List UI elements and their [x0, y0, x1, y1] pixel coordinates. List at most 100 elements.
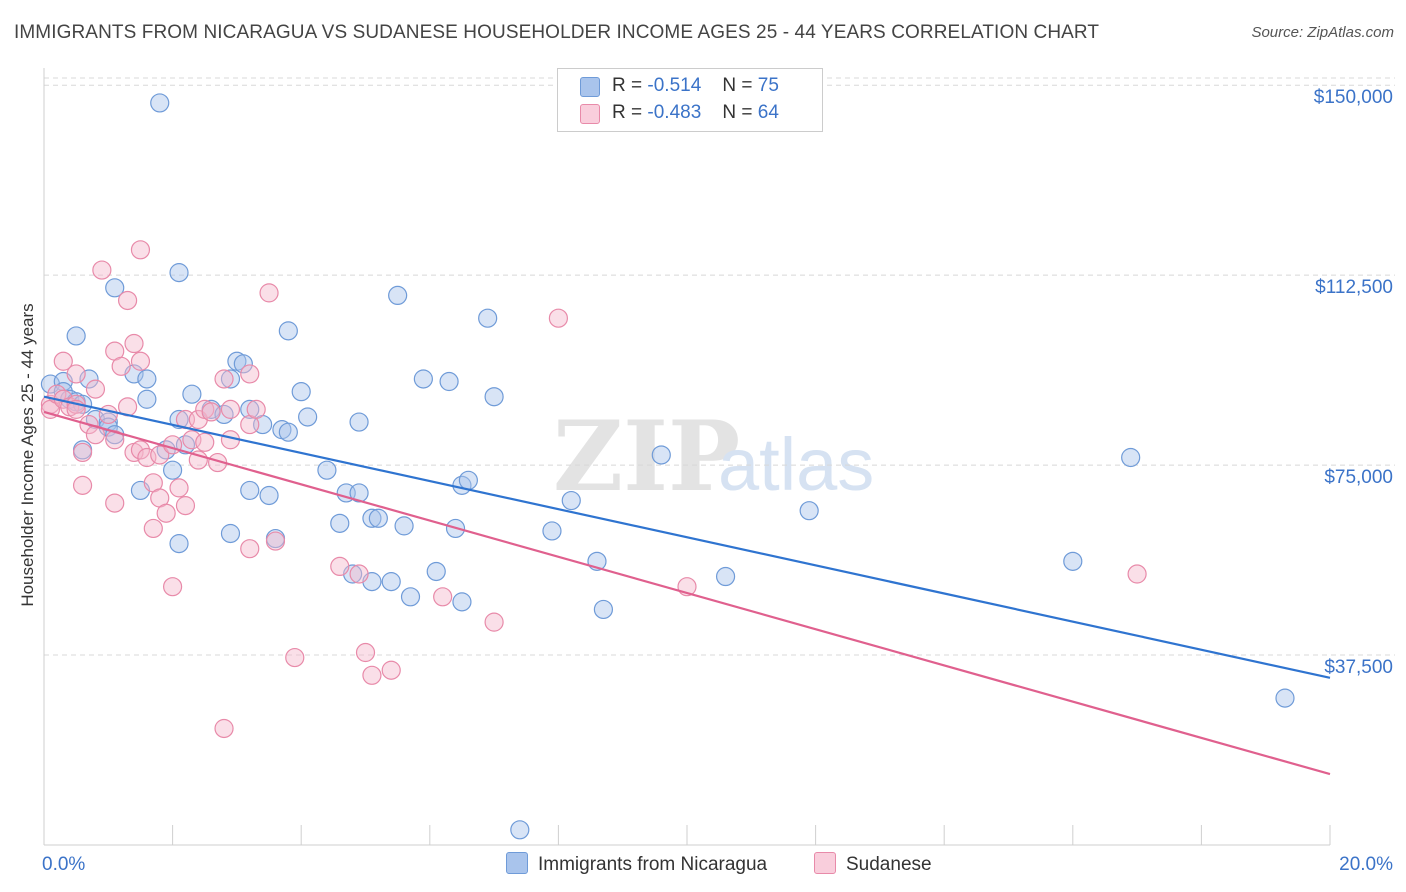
- trend-line-nicaragua: [43, 395, 1331, 679]
- data-point-sudanese: [98, 404, 118, 425]
- data-point-nicaragua: [220, 523, 241, 544]
- data-point-sudanese: [1127, 564, 1147, 584]
- data-point-sudanese: [330, 556, 350, 577]
- data-point-nicaragua: [388, 285, 408, 306]
- data-point-sudanese: [548, 308, 569, 328]
- data-point-nicaragua: [150, 93, 170, 113]
- data-point-nicaragua: [169, 534, 189, 554]
- data-point-sudanese: [156, 503, 176, 523]
- data-point-nicaragua: [510, 820, 530, 840]
- data-point-sudanese: [117, 290, 138, 311]
- data-point-sudanese: [175, 496, 196, 516]
- bottom-legend-swatch-blue: [506, 852, 528, 874]
- data-point-sudanese: [195, 432, 215, 452]
- data-point-nicaragua: [478, 308, 498, 328]
- data-point-nicaragua: [163, 460, 183, 480]
- data-point-sudanese: [484, 612, 504, 632]
- data-point-sudanese: [53, 351, 73, 371]
- data-point-sudanese: [265, 531, 286, 551]
- data-point-sudanese: [433, 587, 453, 607]
- data-point-nicaragua: [233, 354, 253, 374]
- chart-title: IMMIGRANTS FROM NICARAGUA VS SUDANESE HO…: [14, 22, 1100, 43]
- data-point-nicaragua: [169, 409, 189, 430]
- data-point-nicaragua: [349, 483, 369, 503]
- data-point-nicaragua: [426, 561, 446, 582]
- x-tick-label: 0.0%: [42, 854, 85, 875]
- data-point-sudanese: [285, 647, 305, 668]
- data-point-sudanese: [163, 435, 183, 455]
- source-label: Source: ZipAtlas.com: [1251, 24, 1394, 41]
- data-point-nicaragua: [291, 382, 311, 402]
- data-point-sudanese: [214, 718, 234, 739]
- data-point-sudanese: [349, 564, 369, 584]
- legend-swatch-pink: [580, 104, 600, 124]
- data-point-sudanese: [201, 402, 221, 422]
- data-point-sudanese: [124, 333, 144, 354]
- data-point-sudanese: [92, 260, 112, 280]
- legend-r-value: -0.514: [647, 75, 702, 96]
- data-point-nicaragua: [240, 399, 260, 419]
- x-tick-label: 20.0%: [1339, 854, 1393, 875]
- data-point-nicaragua: [137, 369, 157, 389]
- data-point-sudanese: [130, 351, 151, 371]
- data-point-sudanese: [240, 539, 260, 559]
- data-point-nicaragua: [394, 516, 414, 536]
- bottom-legend-swatch-pink: [814, 852, 836, 874]
- data-point-nicaragua: [182, 384, 202, 404]
- data-point-nicaragua: [452, 592, 472, 612]
- data-point-sudanese: [72, 442, 93, 463]
- data-point-nicaragua: [542, 521, 562, 541]
- watermark-atlas: atlas: [718, 423, 874, 506]
- data-point-nicaragua: [439, 371, 459, 392]
- bottom-legend-label: Sudanese: [846, 854, 932, 875]
- data-point-nicaragua: [105, 278, 125, 298]
- data-point-nicaragua: [413, 369, 433, 389]
- data-point-sudanese: [163, 577, 183, 597]
- data-point-sudanese: [130, 440, 151, 460]
- data-point-nicaragua: [66, 326, 86, 346]
- data-point-sudanese: [246, 399, 266, 419]
- data-point-nicaragua: [298, 407, 318, 427]
- bottom-legend-label: Immigrants from Nicaragua: [538, 854, 768, 875]
- data-point-nicaragua: [458, 470, 478, 490]
- bottom-legend-sudanese: Sudanese: [814, 852, 932, 876]
- data-point-nicaragua: [79, 369, 99, 389]
- data-point-sudanese: [169, 478, 189, 498]
- data-point-sudanese: [259, 283, 279, 303]
- data-point-nicaragua: [317, 460, 337, 480]
- data-point-nicaragua: [651, 445, 671, 465]
- data-point-sudanese: [355, 642, 376, 663]
- data-point-sudanese: [240, 364, 260, 384]
- data-point-nicaragua: [169, 263, 189, 283]
- y-tick-label: $112,500: [1315, 277, 1393, 298]
- legend-r-label: R =: [612, 102, 643, 123]
- data-point-sudanese: [220, 399, 241, 419]
- data-point-sudanese: [72, 475, 93, 495]
- data-point-nicaragua: [220, 369, 241, 389]
- data-point-nicaragua: [381, 572, 401, 592]
- data-point-nicaragua: [1121, 447, 1141, 468]
- data-point-sudanese: [143, 518, 163, 539]
- data-point-sudanese: [362, 665, 382, 685]
- trend-line-sudanese: [43, 410, 1331, 776]
- legend-n-label: N =: [722, 102, 753, 123]
- data-point-nicaragua: [593, 599, 614, 620]
- data-point-sudanese: [130, 240, 151, 260]
- data-point-nicaragua: [1063, 551, 1083, 571]
- data-point-sudanese: [111, 356, 131, 376]
- data-point-nicaragua: [278, 321, 298, 341]
- legend-n-value: 75: [757, 75, 779, 96]
- data-point-sudanese: [105, 493, 125, 513]
- data-point-sudanese: [381, 660, 401, 680]
- legend-n-value: 64: [757, 102, 779, 123]
- data-point-sudanese: [85, 379, 106, 399]
- data-point-nicaragua: [362, 508, 382, 528]
- bottom-legend-nicaragua: Immigrants from Nicaragua: [506, 852, 767, 876]
- data-point-sudanese: [214, 369, 234, 389]
- watermark-zip: ZIP: [553, 400, 740, 513]
- y-axis-label: Householder Income Ages 25 - 44 years: [18, 303, 37, 607]
- correlation-legend: R = -0.514 N = 75 R = -0.483 N = 64: [557, 68, 823, 132]
- data-point-nicaragua: [484, 387, 504, 407]
- data-point-nicaragua: [330, 513, 350, 533]
- data-point-nicaragua: [278, 422, 298, 442]
